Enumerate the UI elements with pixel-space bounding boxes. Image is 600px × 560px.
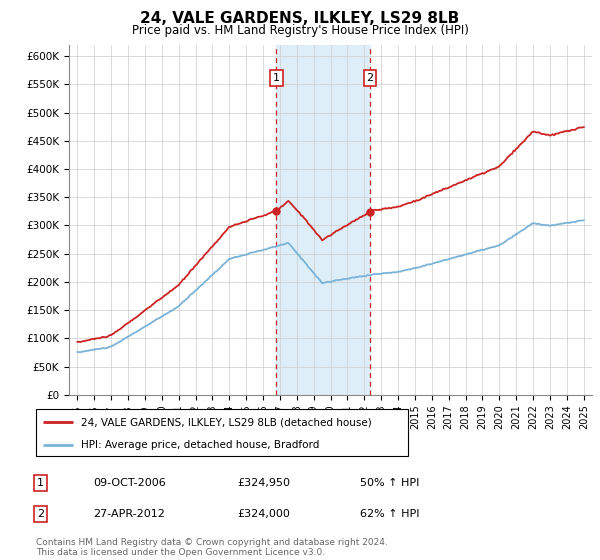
Text: 09-OCT-2006: 09-OCT-2006 [93,478,166,488]
Text: 2: 2 [367,73,373,83]
Text: £324,000: £324,000 [237,509,290,519]
Text: 2: 2 [37,509,44,519]
Text: 24, VALE GARDENS, ILKLEY, LS29 8LB: 24, VALE GARDENS, ILKLEY, LS29 8LB [140,11,460,26]
Text: £324,950: £324,950 [237,478,290,488]
Text: 1: 1 [273,73,280,83]
Text: 50% ↑ HPI: 50% ↑ HPI [360,478,419,488]
Text: Price paid vs. HM Land Registry's House Price Index (HPI): Price paid vs. HM Land Registry's House … [131,24,469,36]
Text: HPI: Average price, detached house, Bradford: HPI: Average price, detached house, Brad… [80,440,319,450]
Text: Contains HM Land Registry data © Crown copyright and database right 2024.
This d: Contains HM Land Registry data © Crown c… [36,538,388,557]
Text: 24, VALE GARDENS, ILKLEY, LS29 8LB (detached house): 24, VALE GARDENS, ILKLEY, LS29 8LB (deta… [80,417,371,427]
Text: 27-APR-2012: 27-APR-2012 [93,509,165,519]
Bar [276,45,370,395]
Text: 62% ↑ HPI: 62% ↑ HPI [360,509,419,519]
Text: 1: 1 [37,478,44,488]
